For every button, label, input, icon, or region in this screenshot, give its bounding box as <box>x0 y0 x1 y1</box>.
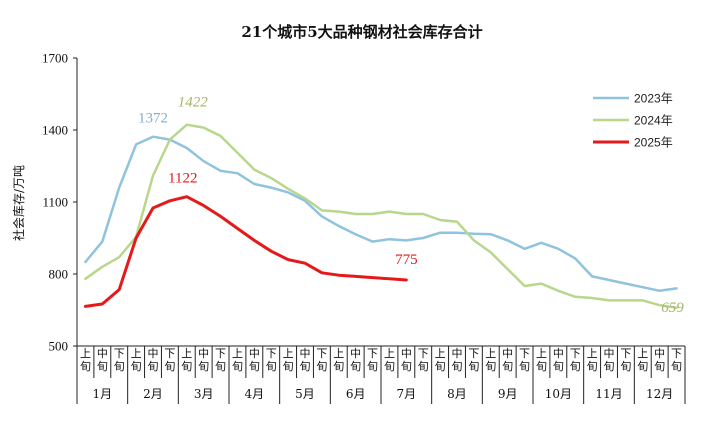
x-month-label: 5月 <box>295 387 315 401</box>
x-month-label: 3月 <box>194 387 214 401</box>
y-tick-labels: 500 800 1100 1400 1700 <box>42 51 77 354</box>
x-tick-label: 上旬 <box>181 347 192 373</box>
series-line-2023年 <box>84 135 678 293</box>
x-tick-label: 下旬 <box>367 347 378 373</box>
x-tick-label: 上旬 <box>232 347 243 373</box>
x-month-label: 6月 <box>346 387 366 401</box>
x-tick-label: 下旬 <box>266 347 277 373</box>
x-tick-label: 上旬 <box>333 347 344 373</box>
data-label: 659 <box>661 300 684 316</box>
x-tick-label: 上旬 <box>80 347 91 373</box>
x-tick-label: 下旬 <box>671 347 682 373</box>
x-tick-label: 下旬 <box>215 347 226 373</box>
x-month-label: 10月 <box>545 387 572 401</box>
x-month-labels: 1月 2月 3月 4月 5月 6月 7月 8月 9月 10月 11月 12月 <box>93 387 674 401</box>
x-tick-label: 下旬 <box>620 347 631 373</box>
x-tick-label: 下旬 <box>418 347 429 373</box>
x-tick-label: 中旬 <box>148 347 159 373</box>
x-tick-label: 下旬 <box>164 347 175 373</box>
x-tick-label: 中旬 <box>350 347 361 373</box>
legend-label: 2025年 <box>634 136 673 150</box>
series-line-2025年 <box>83 195 408 308</box>
x-tick-label: 下旬 <box>468 347 479 373</box>
x-tick-label: 上旬 <box>384 347 395 373</box>
legend-label: 2023年 <box>634 92 673 106</box>
x-tick-label: 上旬 <box>536 347 547 373</box>
data-labels: 1372 1422 1122 775 659 <box>138 95 684 316</box>
x-tick-label: 中旬 <box>401 347 412 373</box>
y-tick-label: 800 <box>49 267 69 282</box>
x-tick-label: 中旬 <box>300 347 311 373</box>
x-month-label: 1月 <box>93 387 113 401</box>
x-month-label: 4月 <box>245 387 265 401</box>
y-tick-label: 500 <box>49 339 69 354</box>
x-tick-label: 中旬 <box>198 347 209 373</box>
data-label: 1422 <box>178 95 209 111</box>
x-month-label: 9月 <box>498 387 518 401</box>
x-tick-label: 上旬 <box>435 347 446 373</box>
x-tick-label: 中旬 <box>502 347 513 373</box>
y-axis-label: 社会库存/万吨 <box>11 165 26 241</box>
series-line-2024年 <box>84 123 678 310</box>
y-tick-label: 1100 <box>42 195 68 210</box>
x-tick-label: 中旬 <box>553 347 564 373</box>
x-tick-label: 中旬 <box>604 347 615 373</box>
x-tick-label: 下旬 <box>316 347 327 373</box>
series-lines <box>83 123 678 310</box>
legend-label: 2024年 <box>634 114 673 128</box>
x-tick-label: 中旬 <box>249 347 260 373</box>
x-month-label: 2月 <box>143 387 163 401</box>
x-tick-label: 下旬 <box>114 347 125 373</box>
y-tick-label: 1700 <box>42 51 68 66</box>
x-tick-label: 下旬 <box>570 347 581 373</box>
x-tick-label: 中旬 <box>654 347 665 373</box>
legend: 2023年 2024年 2025年 <box>593 92 673 150</box>
data-label: 775 <box>395 252 418 268</box>
y-tick-label: 1400 <box>42 123 68 138</box>
x-month-label: 11月 <box>595 387 622 401</box>
data-label: 1372 <box>138 111 168 127</box>
x-tick-label: 下旬 <box>519 347 530 373</box>
x-tick-label: 中旬 <box>452 347 463 373</box>
x-tick-label: 中旬 <box>97 347 108 373</box>
x-month-label: 12月 <box>646 387 673 401</box>
x-tick-labels: 上旬中旬下旬上旬中旬下旬上旬中旬下旬上旬中旬下旬上旬中旬下旬上旬中旬下旬上旬中旬… <box>76 346 686 404</box>
x-tick-label: 上旬 <box>637 347 648 373</box>
data-label: 1122 <box>168 171 197 187</box>
x-tick-label: 上旬 <box>587 347 598 373</box>
x-tick-label: 上旬 <box>485 347 496 373</box>
x-tick-label: 上旬 <box>131 347 142 373</box>
x-month-label: 8月 <box>447 387 467 401</box>
x-month-label: 7月 <box>397 387 417 401</box>
x-tick-label: 上旬 <box>283 347 294 373</box>
chart-title: 21个城市5大品种钢材社会库存合计 <box>241 23 482 41</box>
